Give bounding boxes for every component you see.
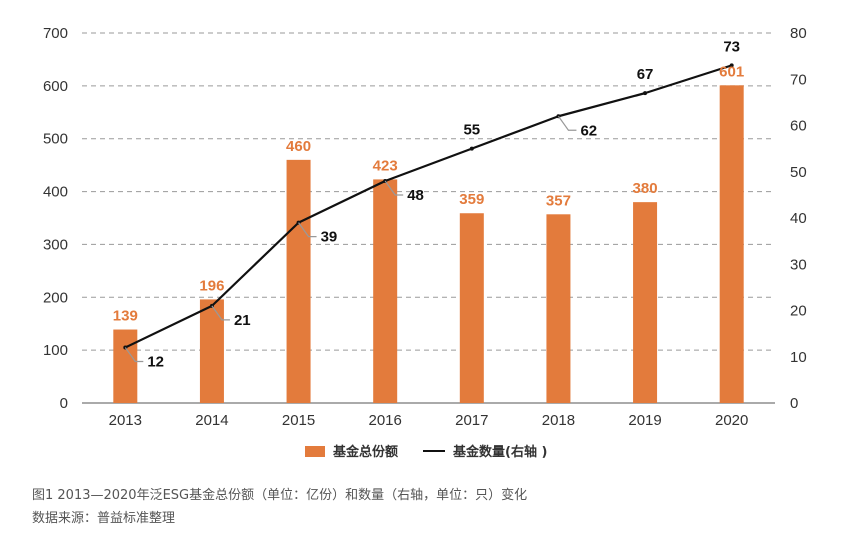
right-axis: 0 10 20 30 40 50 60 70 80 (790, 25, 807, 412)
leader-line (124, 347, 144, 363)
legend: 基金总份额 基金数量(右轴 ) (305, 444, 547, 460)
x-tick-label: 2014 (195, 412, 228, 429)
leader-line (211, 305, 230, 321)
line-value-label: 62 (580, 122, 597, 139)
bar (719, 85, 744, 403)
line-path (124, 64, 733, 349)
left-axis: 0 100 200 300 400 500 600 700 (43, 25, 68, 412)
data-source: 数据来源：普益标准整理 (32, 511, 176, 526)
right-tick-label: 10 (790, 349, 807, 366)
bar (546, 214, 571, 403)
x-tick-label: 2017 (455, 412, 488, 429)
bar-value-label: 423 (373, 157, 398, 174)
line-point (643, 91, 648, 96)
x-tick-label: 2020 (715, 412, 748, 429)
bar (113, 329, 138, 403)
line-value-label: 73 (723, 38, 740, 55)
left-tick-label: 200 (43, 289, 68, 306)
left-tick-label: 100 (43, 342, 68, 359)
bar-value-label: 601 (719, 63, 744, 80)
bar (373, 179, 398, 403)
bar (633, 202, 658, 403)
leader-line (384, 180, 404, 196)
bar-series (113, 85, 744, 403)
bar-value-label: 357 (546, 192, 571, 209)
x-axis: 2013 2014 2015 2016 2017 2018 2019 2020 (109, 412, 749, 429)
line-value-label: 39 (321, 229, 338, 246)
line-value-label: 67 (637, 66, 654, 83)
bar-value-label: 196 (199, 277, 224, 294)
left-tick-label: 500 (43, 131, 68, 148)
right-tick-label: 50 (790, 164, 807, 181)
leader-line (298, 222, 317, 238)
x-tick-label: 2016 (369, 412, 402, 429)
left-tick-label: 300 (43, 236, 68, 253)
bar (286, 159, 311, 403)
figure-caption: 图1 2013—2020年泛ESG基金总份额（单位：亿份）和数量（右轴，单位：只… (32, 488, 528, 503)
right-tick-label: 40 (790, 210, 807, 227)
x-tick-label: 2018 (542, 412, 575, 429)
gridlines (82, 32, 775, 404)
line-series (123, 63, 734, 350)
right-tick-label: 70 (790, 71, 807, 88)
bar-value-label: 460 (286, 138, 311, 155)
x-tick-label: 2015 (282, 412, 315, 429)
right-tick-label: 80 (790, 25, 807, 42)
line-labels: 12 21 39 48 55 62 67 73 (124, 38, 740, 371)
bar-labels: 139 196 460 423 359 357 380 601 (113, 63, 744, 324)
right-tick-label: 60 (790, 118, 807, 135)
left-tick-label: 0 (60, 395, 68, 412)
right-tick-label: 0 (790, 395, 798, 412)
left-tick-label: 600 (43, 78, 68, 95)
bar (459, 213, 484, 403)
bar (199, 299, 224, 403)
line-value-label: 48 (407, 187, 424, 204)
x-tick-label: 2019 (628, 412, 661, 429)
bar-value-label: 139 (113, 308, 138, 325)
right-tick-label: 20 (790, 303, 807, 320)
legend-label-line: 基金数量(右轴 ) (452, 444, 547, 460)
legend-label-bar: 基金总份额 (332, 444, 398, 460)
left-tick-label: 400 (43, 184, 68, 201)
left-tick-label: 700 (43, 25, 68, 42)
right-tick-label: 30 (790, 256, 807, 273)
line-value-label: 21 (234, 312, 251, 329)
line-value-label: 12 (147, 354, 164, 371)
legend-swatch-bar (305, 446, 325, 457)
line-point (469, 146, 474, 151)
line-value-label: 55 (463, 122, 480, 139)
bar-value-label: 359 (459, 191, 484, 208)
x-tick-label: 2013 (109, 412, 142, 429)
bar-value-label: 380 (633, 180, 658, 197)
line-point (729, 63, 734, 68)
leader-line (557, 115, 577, 131)
